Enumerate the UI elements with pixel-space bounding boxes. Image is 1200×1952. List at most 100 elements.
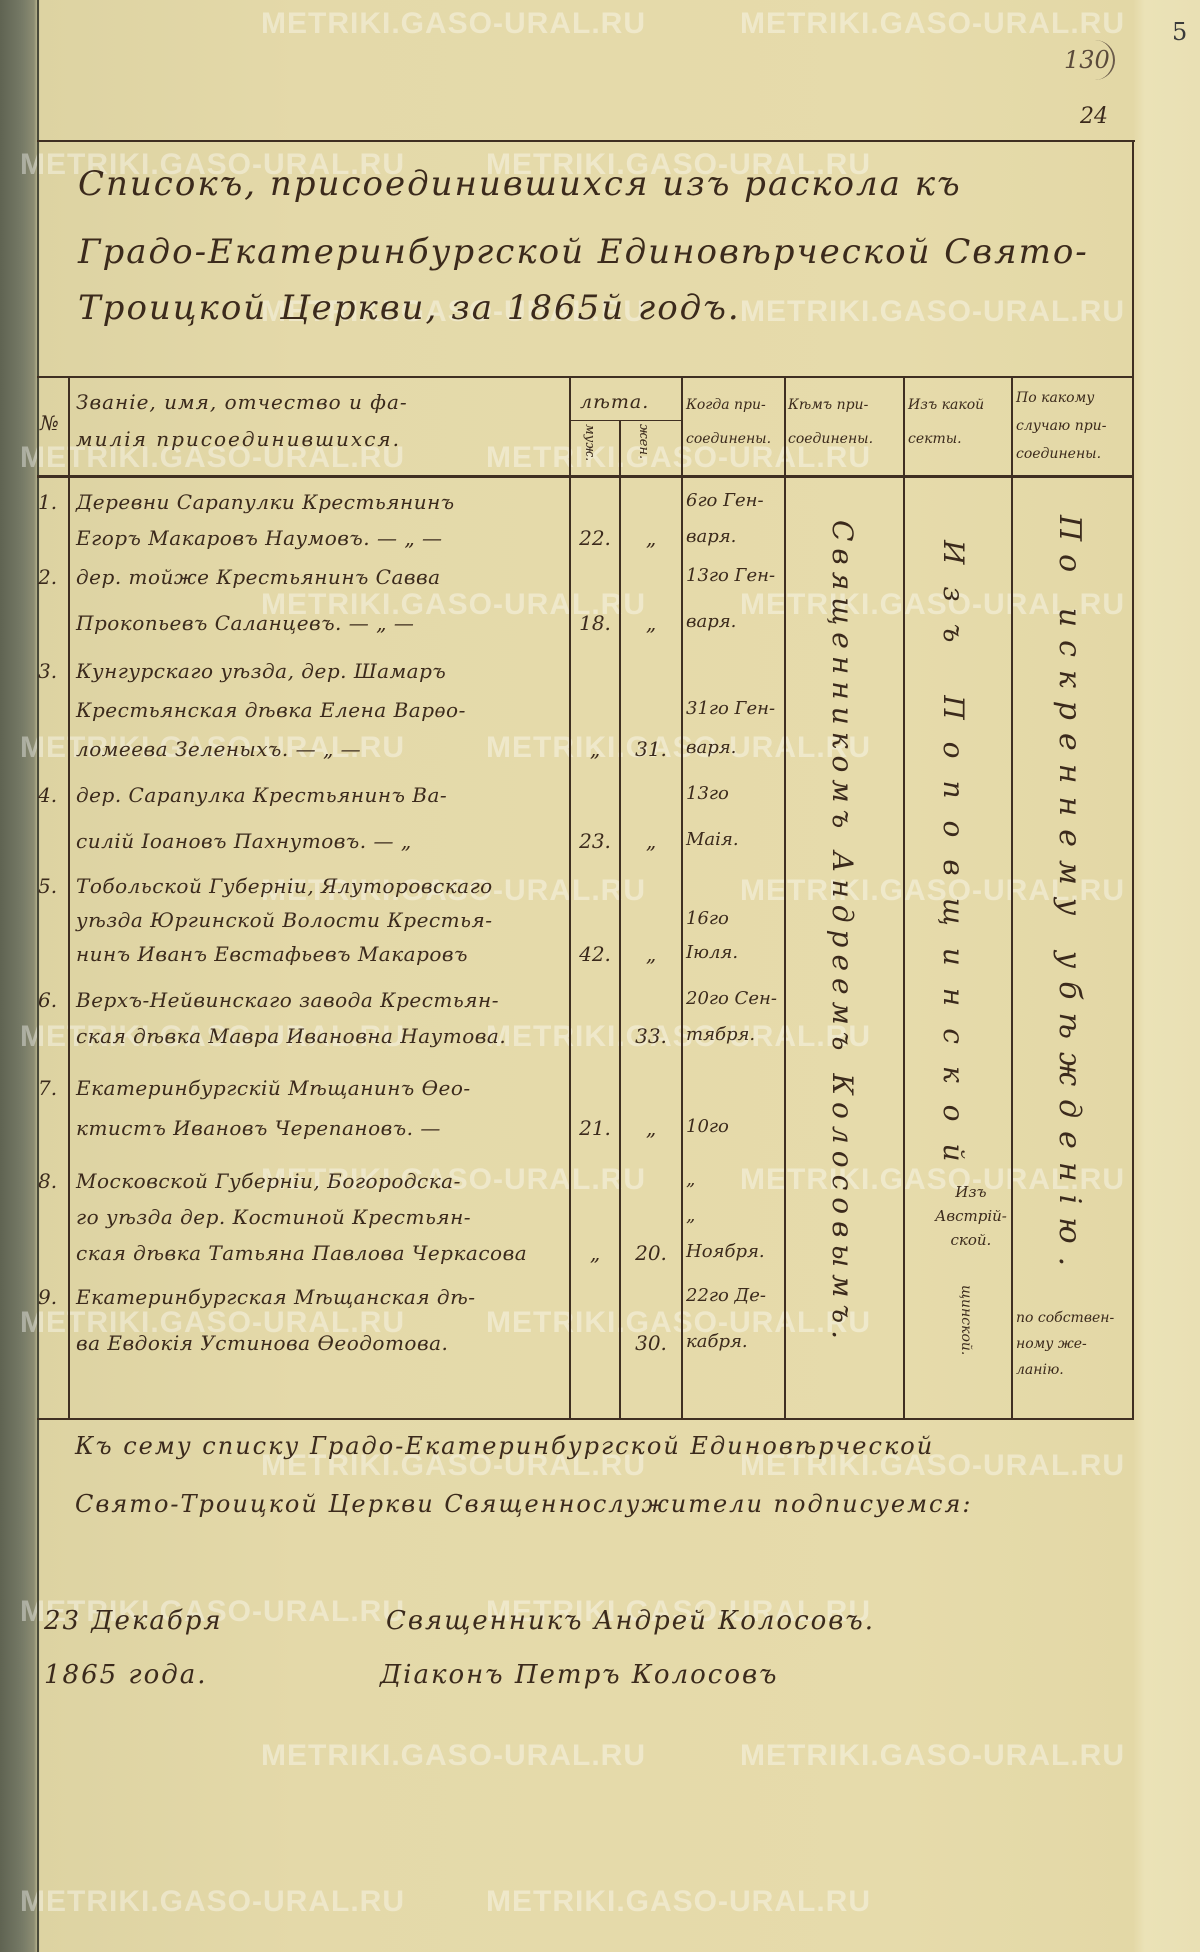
col-divider (1011, 376, 1013, 1419)
header-sect: Изъ какой секты. (908, 388, 984, 456)
age-male: 42. (579, 942, 611, 966)
header-bottom-rule (37, 475, 1133, 478)
col-divider (68, 376, 70, 1419)
entry-name-line: уѣзда Юргинской Волости Крестья- (76, 908, 493, 932)
header-sect-1: Изъ какой (908, 397, 985, 413)
attestation-line-2: Свято-Троицкой Церкви Священнослужители … (75, 1490, 973, 1518)
row-number: 8. (38, 1169, 58, 1193)
entry-name-line: Деревни Сарапулки Крестьянинъ (76, 490, 455, 514)
watermark-text: METRIKI.GASO-URAL.RU (261, 1739, 646, 1772)
join-date-line: „ (686, 1205, 696, 1226)
sect-note: Изъ Австрій- ской. (935, 1180, 1007, 1252)
entry-name-line: дер. тойже Крестьянинъ Савва (76, 565, 441, 589)
sect-text: Изъ Поповщинской (937, 540, 970, 1184)
signature-priest: Священникъ Андрей Колосовъ. (386, 1606, 876, 1636)
entry-name-line: Прокопьевъ Саланцевъ. — „ — (76, 611, 415, 635)
col-divider (569, 376, 571, 1419)
row-number: 7. (38, 1076, 58, 1100)
header-reason-1: По какому (1016, 390, 1095, 406)
sect-note-1: Изъ (955, 1183, 987, 1201)
header-age-female: жен. (636, 424, 651, 460)
header-name-2: милія присоединившихся. (76, 427, 401, 451)
col-divider (784, 376, 786, 1419)
reason-note: по собствен- ному же- ланію. (1016, 1305, 1114, 1383)
title-line-1: Списокъ, присоединившихся изъ раскола къ (78, 164, 962, 204)
row-number: 1. (38, 490, 58, 514)
header-sect-2: секты. (908, 431, 962, 447)
signature-deacon: Діаконъ Петръ Колосовъ (380, 1660, 779, 1690)
row-number: 6. (38, 988, 58, 1012)
header-by-whom-2: соединены. (788, 431, 874, 447)
entry-name-line: ская дѣвка Татьяна Павлова Черкасова (76, 1241, 528, 1265)
watermark-text: METRIKI.GASO-URAL.RU (20, 1885, 405, 1918)
attestation-line-1: Къ сему списку Градо-Екатеринбургской Ед… (75, 1432, 935, 1460)
reason-note-1: по собствен- (1016, 1310, 1115, 1326)
entry-name-line: нинъ Иванъ Евстафьевъ Макаровъ (76, 942, 468, 966)
page-edge-line (37, 0, 39, 1952)
entry-name-line: ктистъ Ивановъ Черепановъ. — (76, 1116, 441, 1140)
right-rule (1132, 140, 1134, 1420)
join-date-line: кабря. (686, 1331, 748, 1352)
entry-name-line: дер. Сарапулка Крестьянинъ Ва- (76, 783, 448, 807)
entry-name-line: Верхъ-Нейвинскаго завода Крестьян- (76, 988, 499, 1012)
pencil-circle-mark (1053, 40, 1115, 80)
join-date-line: 31го Ген- (686, 698, 776, 719)
entry-name-line: Екатеринбургская Мѣщанская дѣ- (76, 1285, 476, 1309)
join-date-line: варя. (686, 737, 737, 758)
page-number: 24 (1080, 104, 1108, 129)
header-name-1: Званіе, имя, отчество и фа- (76, 390, 408, 414)
header-reason: По какому случаю при-соединены. (1016, 384, 1106, 468)
col-divider (903, 376, 905, 1419)
header-age-male: муж. (582, 424, 597, 462)
entry-name-line: Крестьянская дѣвка Елена Варѳо- (76, 698, 466, 722)
join-date-line: Ноября. (686, 1241, 765, 1262)
header-number: № (40, 411, 59, 435)
entry-name-line: Екатеринбургскій Мѣщанинъ Ѳео- (76, 1076, 471, 1100)
entry-name-line: ская дѣвка Мавра Ивановна Наутова. (76, 1024, 507, 1048)
entry-name-line: ломеева Зеленыхъ. — „ — (76, 737, 362, 761)
row-number: 2. (38, 565, 58, 589)
join-date-line: варя. (686, 611, 737, 632)
age-female: „ (645, 829, 657, 853)
watermark-text: METRIKI.GASO-URAL.RU (740, 295, 1125, 328)
sect-text-2: щинской. (958, 1285, 974, 1356)
entry-name-line: Егоръ Макаровъ Наумовъ. — „ — (76, 526, 443, 550)
join-date-line: 16го (686, 908, 729, 929)
join-date-line: варя. (686, 526, 737, 547)
header-reason-3: соединены. (1016, 446, 1102, 462)
age-female: „ (645, 526, 657, 550)
age-male: „ (589, 1241, 601, 1265)
entry-name-line: Кунгурскаго уѣзда, дер. Шамаръ (76, 659, 447, 683)
row-number: 3. (38, 659, 58, 683)
age-male: 23. (579, 829, 611, 853)
age-female: „ (645, 611, 657, 635)
row-number: 9. (38, 1285, 58, 1309)
reason-text: По искреннему убѣжденію. (1052, 515, 1087, 1280)
corner-mark: 5 (1172, 18, 1188, 46)
header-when-2: соединены. (686, 431, 772, 447)
entry-name-line: силій Іоановъ Пахнутовъ. — „ (76, 829, 412, 853)
age-male: 22. (579, 526, 611, 550)
by-whom-text: Священникомъ Андреемъ Колосовымъ. (826, 520, 859, 1346)
age-female: 20. (635, 1241, 667, 1265)
age-male: 21. (579, 1116, 611, 1140)
table-bottom-rule (37, 1418, 1133, 1420)
entry-name-line: го уѣзда дер. Костиной Крестьян- (76, 1205, 472, 1229)
header-reason-2: случаю при- (1016, 418, 1107, 434)
col-divider (681, 376, 683, 1419)
document-date-1: 23 Декабря (44, 1606, 223, 1636)
header-when: Когда при-соединены. (686, 388, 771, 456)
join-date-line: 22го Де- (686, 1285, 766, 1306)
join-date-line: 13го (686, 783, 729, 804)
join-date-line: тября. (686, 1024, 756, 1045)
age-female: „ (645, 1116, 657, 1140)
age-female: 33. (635, 1024, 667, 1048)
entry-name-line: ва Евдокія Устинова Ѳеодотова. (76, 1331, 449, 1355)
age-female: 31. (635, 737, 667, 761)
header-by-whom-1: Кѣмъ при- (788, 397, 869, 413)
reason-note-3: ланію. (1016, 1362, 1064, 1378)
top-rule (37, 140, 1135, 142)
join-date-line: 13го Ген- (686, 565, 776, 586)
age-female: „ (645, 942, 657, 966)
age-female: 30. (635, 1331, 667, 1355)
